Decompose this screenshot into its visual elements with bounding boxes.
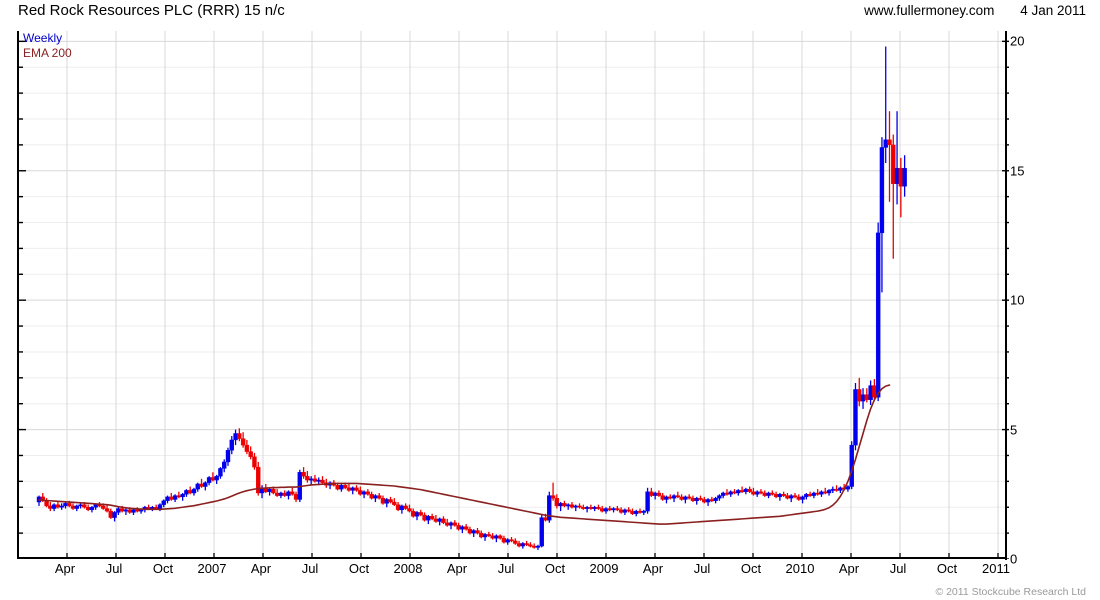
x-axis-tick-label: Jul xyxy=(497,561,515,576)
ohlc-candles xyxy=(36,46,907,550)
y-axis-tick-label: 20 xyxy=(1010,33,1025,49)
legend-item-weekly: Weekly xyxy=(23,31,63,45)
copyright-notice: © 2011 Stockcube Research Ltd xyxy=(935,586,1086,598)
x-axis-tick-label: Oct xyxy=(740,561,762,576)
page-title: Red Rock Resources PLC (RRR) 15 n/c xyxy=(18,2,285,19)
price-chart-canvas xyxy=(19,31,1009,559)
y-axis-tick-label: 0 xyxy=(1010,551,1018,567)
plot-area xyxy=(17,31,1009,559)
y-major-gridlines xyxy=(19,40,1009,431)
source-url: www.fullermoney.com xyxy=(864,3,995,18)
x-axis-tick-label: 2009 xyxy=(589,561,619,576)
x-axis-tick-label: Apr xyxy=(54,561,76,576)
chart-legend: Weekly EMA 200 xyxy=(23,31,72,61)
legend-item-ema200: EMA 200 xyxy=(23,46,72,60)
ema-200-line xyxy=(38,384,891,525)
x-axis-tick-label: Jul xyxy=(889,561,907,576)
x-axis-tick-label: Jul xyxy=(105,561,123,576)
x-axis-tick-label: 2007 xyxy=(197,561,227,576)
x-axis-tick-label: Apr xyxy=(250,561,272,576)
x-axis-tick-label: Apr xyxy=(446,561,468,576)
y-axis-tick-label: 10 xyxy=(1010,292,1025,308)
x-axis-tick-label: Apr xyxy=(838,561,860,576)
right-axis-spine xyxy=(1005,31,1007,560)
y-axis-labels: 20 15 10 5 0 xyxy=(1010,31,1070,567)
x-axis-tick-label: Oct xyxy=(936,561,958,576)
x-axis-tick-label: 2008 xyxy=(393,561,423,576)
y-axis-tick-label: 5 xyxy=(1010,422,1018,438)
x-axis-tick-label: Oct xyxy=(348,561,370,576)
x-axis-tick-label: Apr xyxy=(642,561,664,576)
x-axis-tick-label: Oct xyxy=(152,561,174,576)
chart-date: 4 Jan 2011 xyxy=(1020,3,1086,18)
x-axis-tick-label: Jul xyxy=(301,561,319,576)
x-gridlines xyxy=(66,31,999,559)
header-meta: www.fullermoney.com 4 Jan 2011 xyxy=(864,3,1086,18)
x-axis-ticks xyxy=(66,553,999,559)
y-minor-gridlines xyxy=(19,66,1009,534)
x-axis-tick-label: 2010 xyxy=(785,561,815,576)
chart-header: Red Rock Resources PLC (RRR) 15 n/c www.… xyxy=(0,0,1100,28)
x-axis-tick-label: 2011 xyxy=(982,561,1010,576)
x-axis-tick-label: Jul xyxy=(693,561,711,576)
x-axis-labels: Apr Jul Oct 2007 Apr Jul Oct 2008 Apr Jul Oct 2009 A… xyxy=(17,561,1010,581)
x-axis-tick-label: Oct xyxy=(544,561,566,576)
y-axis-tick-label: 15 xyxy=(1010,163,1025,179)
